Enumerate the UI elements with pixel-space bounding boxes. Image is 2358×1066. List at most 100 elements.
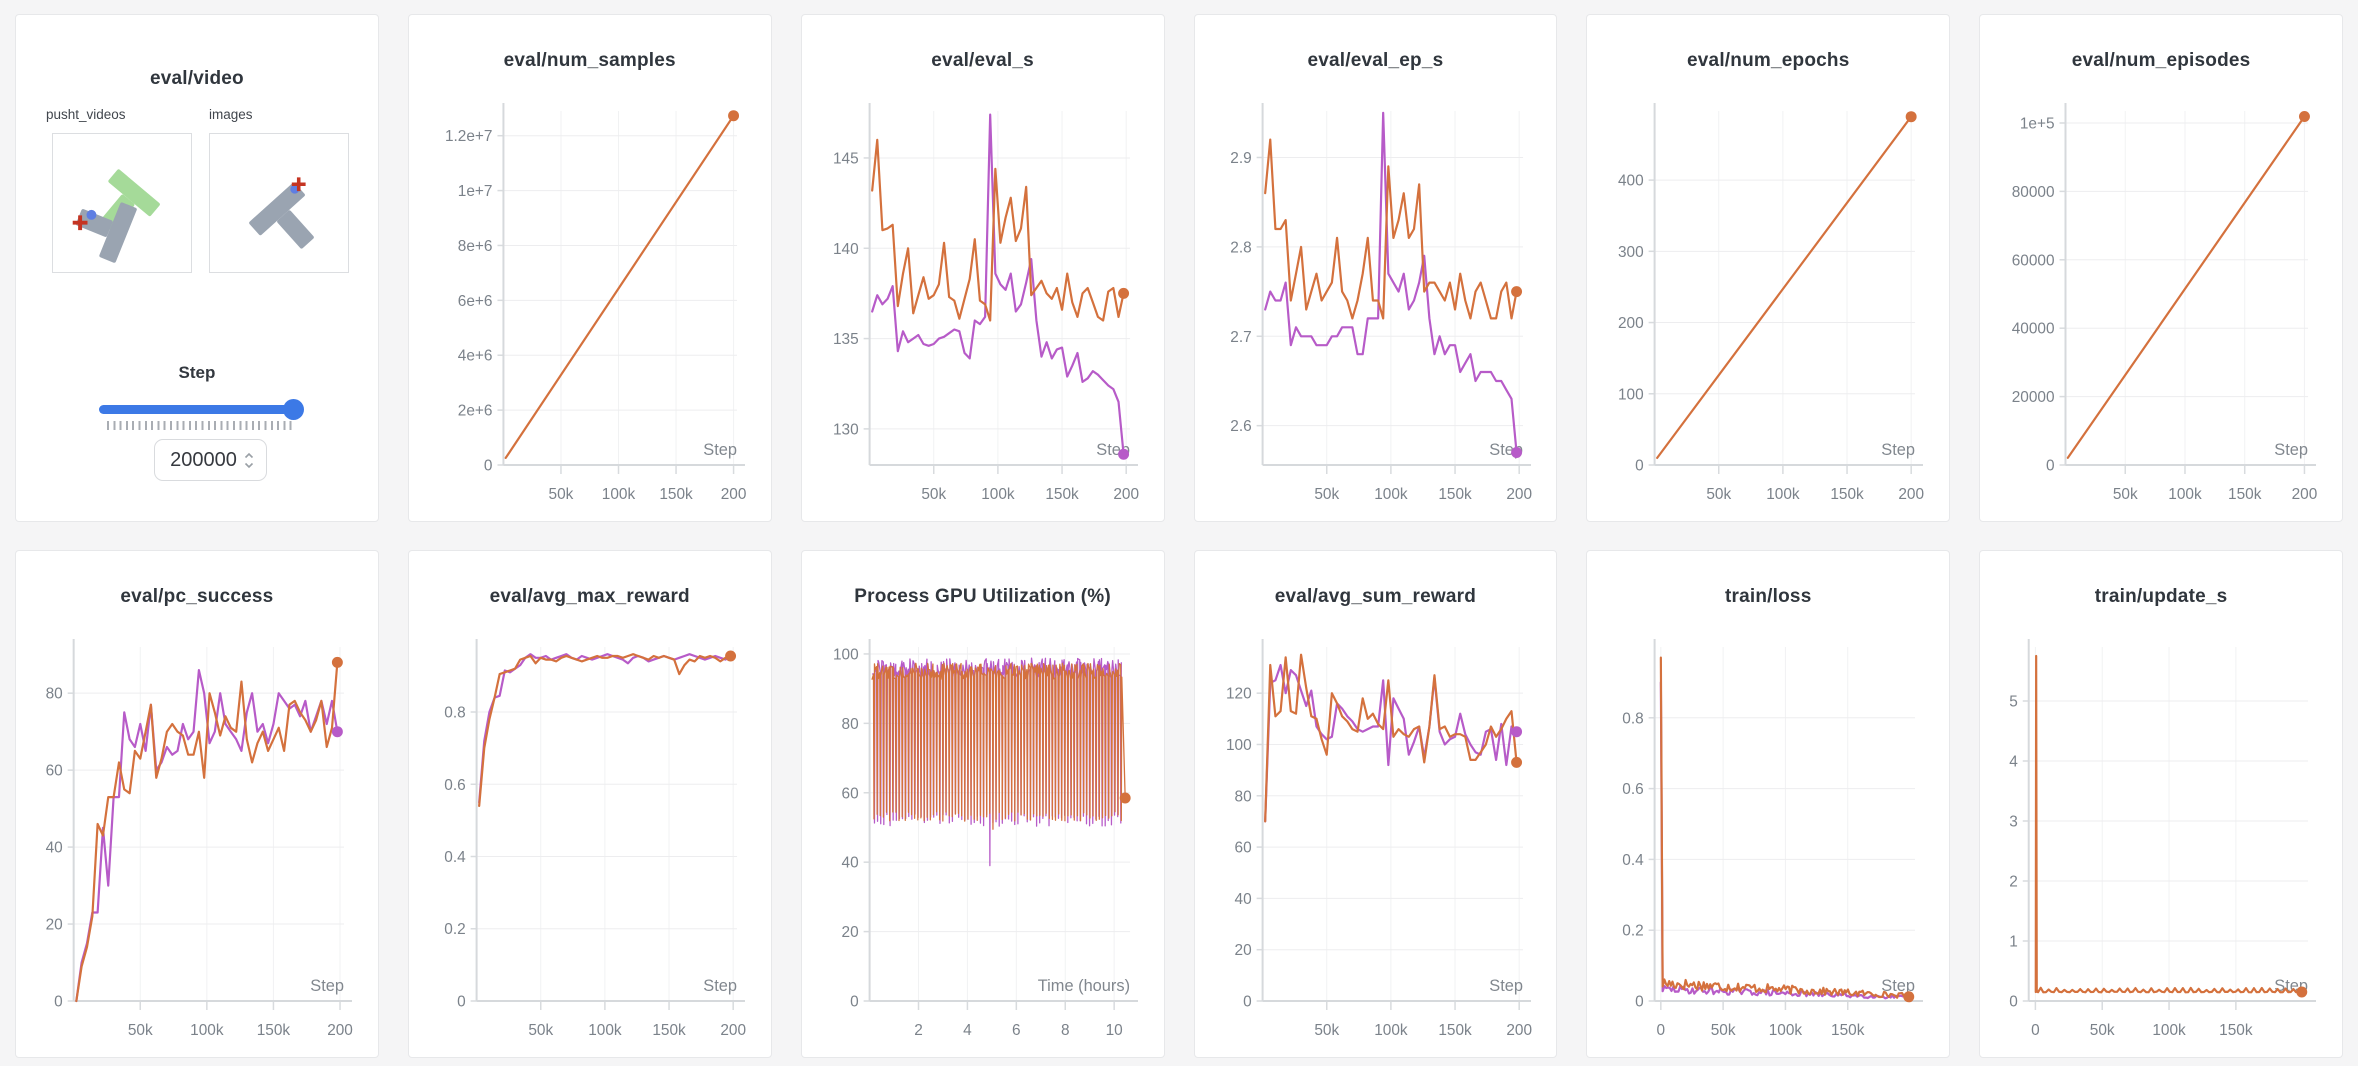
- chart-eval-num-episodes[interactable]: 0 20000 40000 60000 80000 1e+5 50k 100k 150k 200 S…: [1980, 75, 2342, 521]
- panel-title: eval/avg_sum_reward: [1274, 586, 1477, 607]
- svg-text:0: 0: [484, 457, 493, 474]
- svg-text:50k: 50k: [1314, 1022, 1339, 1039]
- svg-text:1.2e+7: 1.2e+7: [445, 128, 493, 145]
- svg-text:150k: 150k: [2219, 1022, 2253, 1039]
- svg-text:0: 0: [1635, 993, 1644, 1010]
- panel-title: Process GPU Utilization (%): [854, 586, 1111, 607]
- svg-text:50k: 50k: [2090, 1022, 2115, 1039]
- panel-title: eval/num_epochs: [1687, 50, 1850, 71]
- svg-text:0.6: 0.6: [1623, 781, 1644, 798]
- panel-title: eval/num_samples: [503, 50, 676, 71]
- svg-text:50k: 50k: [528, 1022, 553, 1039]
- svg-text:150k: 150k: [1831, 1022, 1865, 1039]
- svg-text:200: 200: [721, 486, 747, 503]
- panel-eval-eval-s: eval/eval_s 130 135 140 145 50k 100k 150k 200 St…: [800, 14, 1165, 522]
- svg-text:8: 8: [1061, 1022, 1070, 1039]
- panel-title: eval/pc_success: [120, 586, 274, 607]
- svg-text:200: 200: [2292, 486, 2318, 503]
- step-input[interactable]: [167, 448, 240, 472]
- svg-text:100k: 100k: [602, 486, 636, 503]
- chart-train-loss[interactable]: 0 0.2 0.4 0.6 0.8 0 50k 100k 150k Step: [1587, 611, 1949, 1057]
- media-label-pusht-videos: pusht_videos: [46, 107, 126, 122]
- svg-text:1e+5: 1e+5: [2020, 115, 2055, 132]
- svg-text:150k: 150k: [652, 1022, 686, 1039]
- svg-text:200: 200: [327, 1022, 353, 1039]
- chevron-up-icon[interactable]: [244, 452, 254, 459]
- panel-eval-num-epochs: eval/num_epochs 0 100 200 300 400 50k 100k 150k…: [1586, 14, 1951, 522]
- svg-text:100k: 100k: [2153, 1022, 2187, 1039]
- svg-text:80: 80: [46, 686, 63, 703]
- pusht-video-thumbnail[interactable]: [52, 133, 192, 273]
- svg-text:5: 5: [2009, 693, 2018, 710]
- svg-text:145: 145: [833, 150, 859, 167]
- svg-text:0.6: 0.6: [444, 777, 465, 794]
- svg-text:4e+6: 4e+6: [458, 348, 493, 365]
- svg-text:150k: 150k: [1045, 486, 1079, 503]
- panel-train-loss: train/loss 0 0.2 0.4 0.6 0.8 0 50k 100k 150k Step: [1586, 550, 1951, 1058]
- svg-text:100: 100: [1618, 386, 1644, 403]
- svg-text:50k: 50k: [128, 1022, 153, 1039]
- svg-text:150k: 150k: [257, 1022, 291, 1039]
- svg-text:40: 40: [841, 855, 858, 872]
- panel-title: eval/eval_ep_s: [1307, 50, 1444, 71]
- svg-text:Step: Step: [1882, 977, 1916, 995]
- svg-text:Step: Step: [1489, 977, 1523, 995]
- chart-eval-pc-success[interactable]: 0 20 40 60 80 50k 100k 150k 200 Step: [16, 611, 378, 1057]
- step-slider[interactable]: [99, 399, 304, 420]
- svg-text:0: 0: [457, 993, 466, 1010]
- svg-text:300: 300: [1618, 244, 1644, 261]
- panel-title: eval/eval_s: [931, 50, 1034, 71]
- svg-text:50k: 50k: [2113, 486, 2138, 503]
- chart-eval-avg-max-reward[interactable]: 0 0.2 0.4 0.6 0.8 50k 100k 150k 200 Step: [409, 611, 771, 1057]
- svg-text:0.2: 0.2: [444, 921, 465, 938]
- svg-text:200: 200: [1618, 315, 1644, 332]
- chart-eval-num-samples[interactable]: 0 2e+6 4e+6 6e+6 8e+6 1e+7 1.2e+7 50k 100k 150k 20…: [409, 75, 771, 521]
- svg-text:100k: 100k: [1769, 1022, 1803, 1039]
- svg-text:100k: 100k: [1374, 486, 1408, 503]
- svg-text:150k: 150k: [1438, 1022, 1472, 1039]
- svg-text:40: 40: [1234, 891, 1251, 908]
- svg-text:80: 80: [1234, 788, 1251, 805]
- step-stepper[interactable]: [244, 452, 254, 469]
- panel-eval-num-episodes: eval/num_episodes 0 20000 40000 60000 80000 1…: [1979, 14, 2343, 522]
- svg-text:1e+7: 1e+7: [458, 183, 493, 200]
- chevron-down-icon[interactable]: [244, 462, 254, 469]
- chart-eval-num-epochs[interactable]: 0 100 200 300 400 50k 100k 150k 200 Step: [1587, 75, 1949, 521]
- step-slider-thumb[interactable]: [283, 399, 304, 420]
- svg-text:100k: 100k: [190, 1022, 224, 1039]
- svg-text:100k: 100k: [1767, 486, 1801, 503]
- svg-text:Step: Step: [2274, 441, 2308, 459]
- svg-text:100: 100: [833, 646, 859, 663]
- svg-text:3: 3: [2009, 813, 2018, 830]
- svg-text:Step: Step: [310, 977, 344, 995]
- panel-title: train/loss: [1725, 586, 1812, 607]
- svg-text:2.9: 2.9: [1230, 150, 1251, 167]
- svg-text:100k: 100k: [588, 1022, 622, 1039]
- chart-eval-eval-s[interactable]: 130 135 140 145 50k 100k 150k 200 Step: [802, 75, 1164, 521]
- svg-text:80000: 80000: [2012, 184, 2055, 201]
- svg-text:60: 60: [46, 763, 63, 780]
- chart-eval-avg-sum-reward[interactable]: 0 20 40 60 80 100 120 50k 100k 150k 200 Step: [1195, 611, 1557, 1057]
- svg-text:4: 4: [2009, 753, 2018, 770]
- panel-title: eval/avg_max_reward: [489, 586, 690, 607]
- images-thumbnail[interactable]: [209, 133, 349, 273]
- pusht-scene-icon: [72, 169, 160, 263]
- svg-text:2.6: 2.6: [1230, 418, 1251, 435]
- svg-text:2: 2: [914, 1022, 923, 1039]
- svg-text:100k: 100k: [981, 486, 1015, 503]
- step-input-box[interactable]: [154, 439, 267, 481]
- chart-train-update-s[interactable]: 0 1 2 3 4 5 0 50k 100k 150k Step: [1980, 611, 2342, 1057]
- svg-text:200: 200: [1899, 486, 1925, 503]
- svg-text:Step: Step: [703, 977, 737, 995]
- svg-text:50k: 50k: [921, 486, 946, 503]
- svg-text:20: 20: [841, 924, 858, 941]
- svg-text:50k: 50k: [1314, 486, 1339, 503]
- svg-text:20000: 20000: [2012, 389, 2055, 406]
- panel-eval-num-samples: eval/num_samples 0 2e+6 4e+6 6e+6 8e+6 1e+7 1.…: [407, 14, 772, 522]
- chart-eval-eval-ep-s[interactable]: 2.6 2.7 2.8 2.9 50k 100k 150k 200 Step: [1195, 75, 1557, 521]
- chart-process-gpu-utilization[interactable]: 0 20 40 60 80 100 2 4 6 8 10 Time (hours): [802, 611, 1164, 1057]
- svg-text:120: 120: [1225, 686, 1251, 703]
- step-slider-label: Step: [178, 363, 216, 382]
- svg-text:0: 0: [54, 993, 63, 1010]
